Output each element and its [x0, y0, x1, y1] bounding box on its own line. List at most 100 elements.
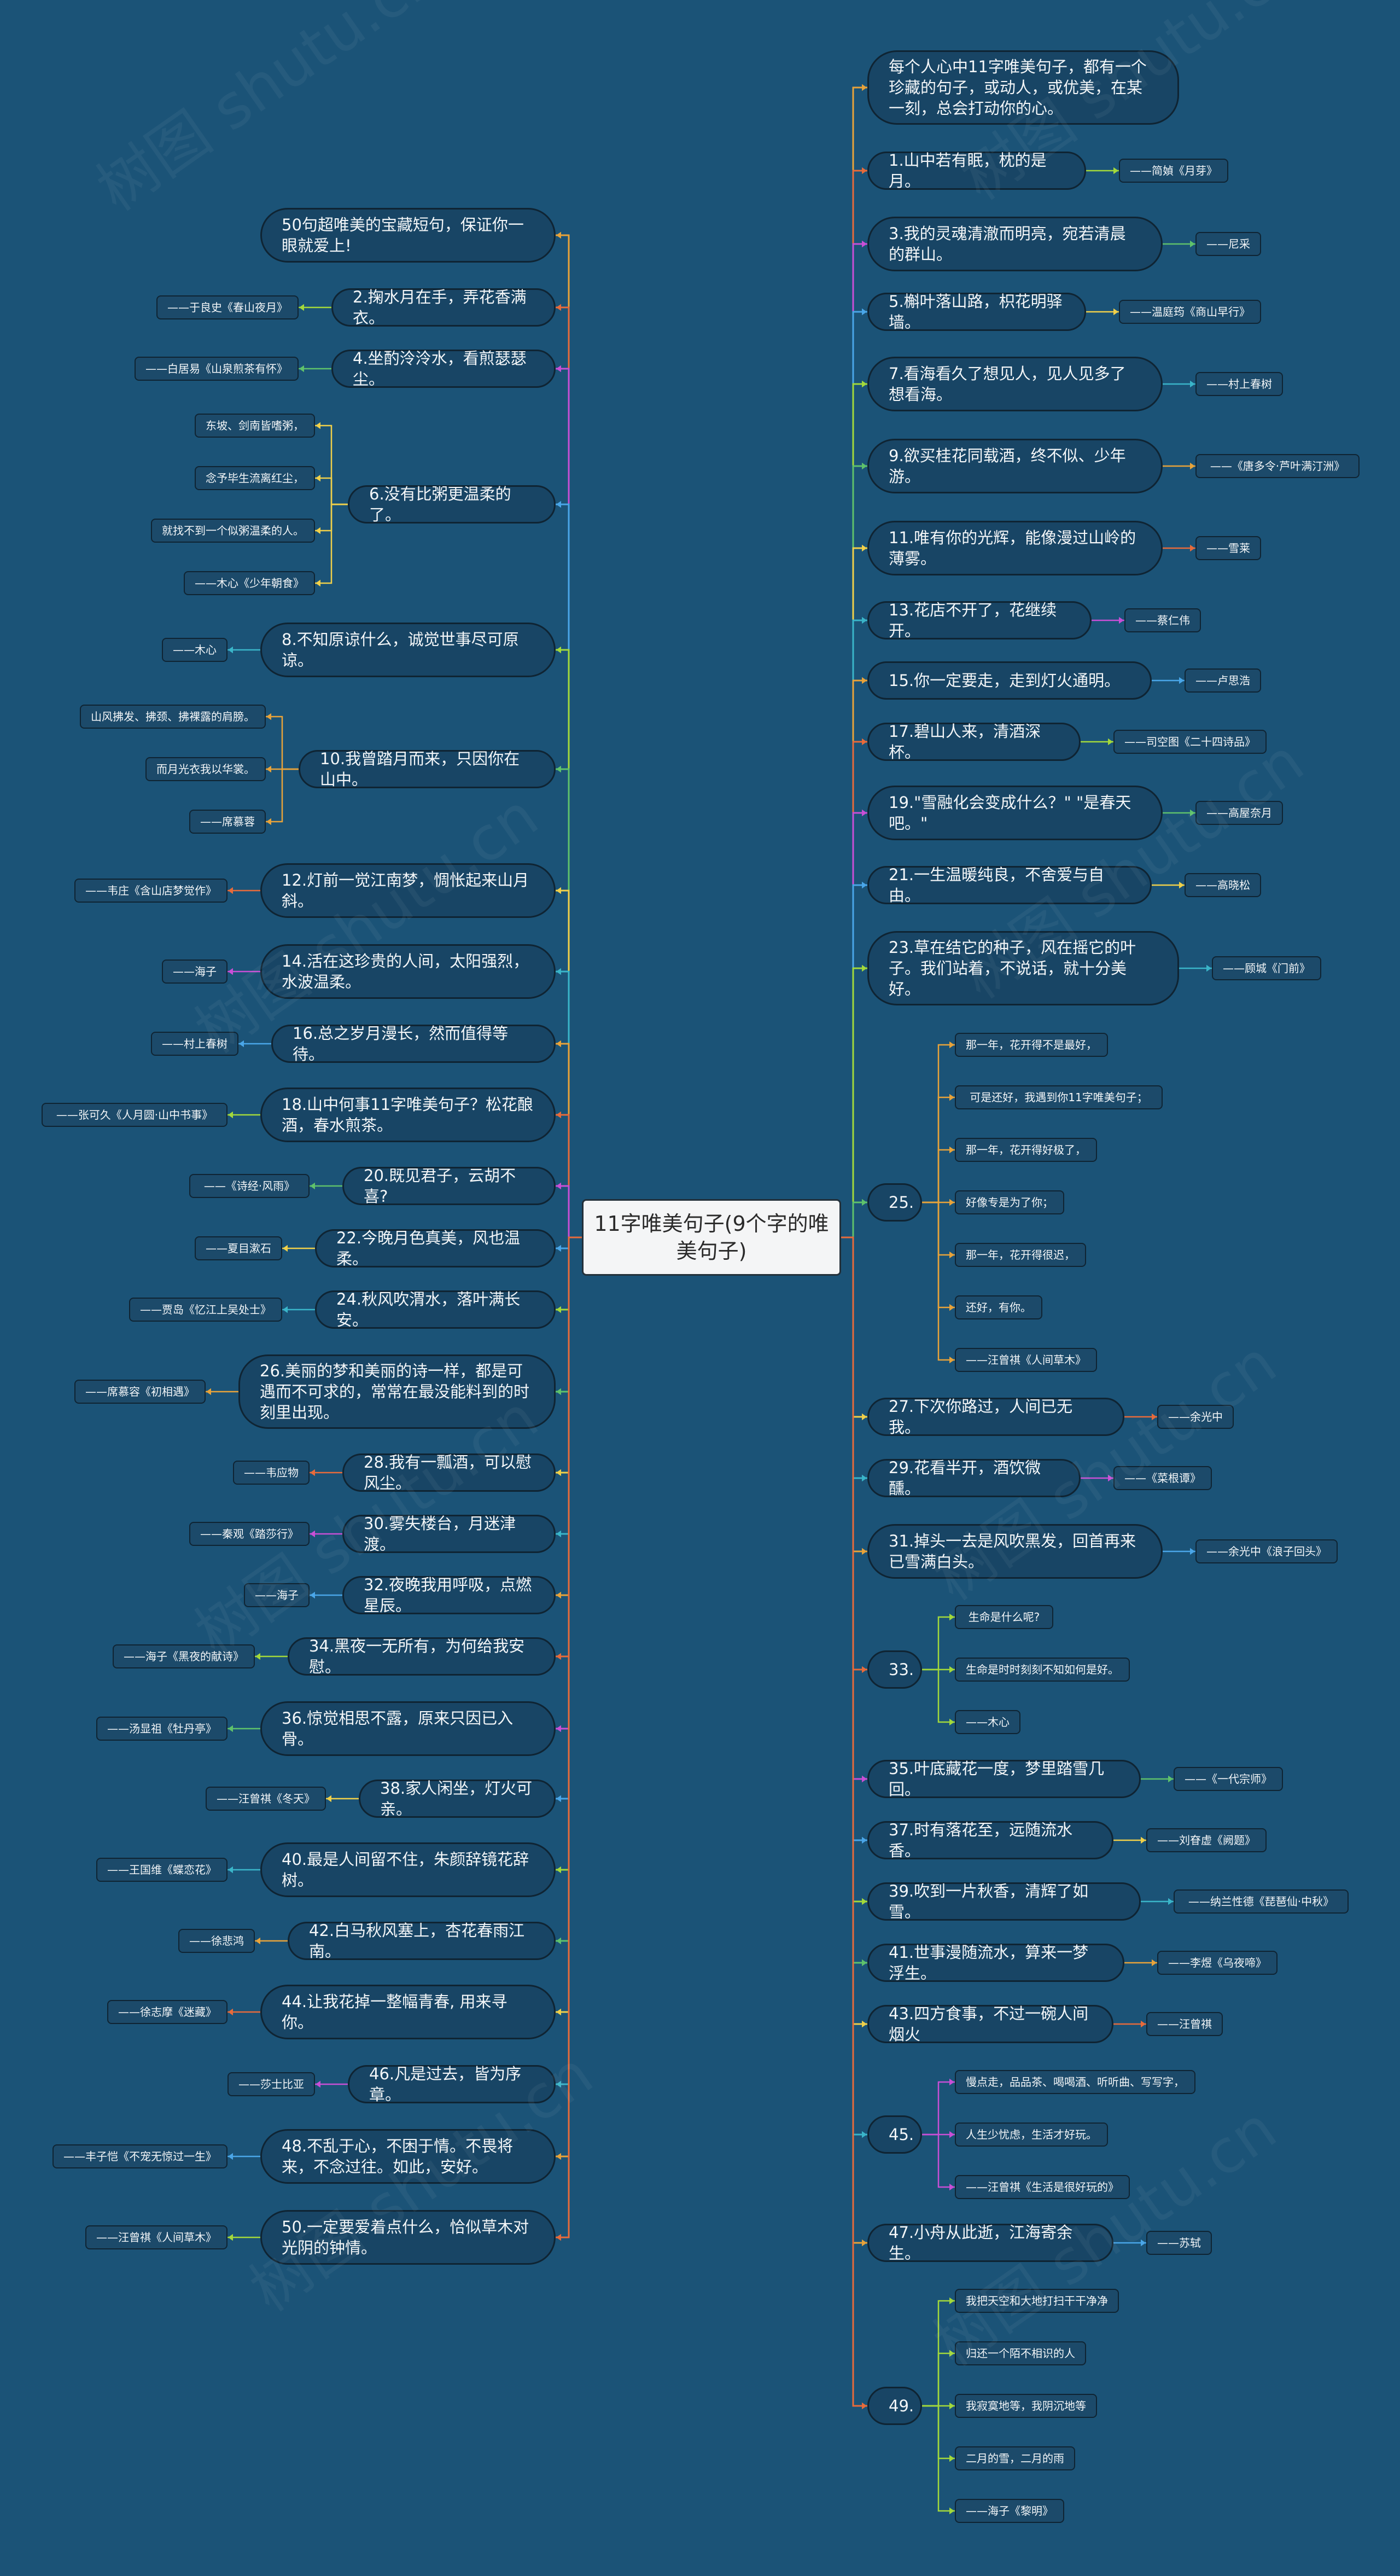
left-branch-6[interactable]: 10.我曾踏月而来，只因你在山中。	[299, 749, 556, 789]
right-note-14-4: 好像专是为了你；	[955, 1190, 1064, 1214]
left-branch-4[interactable]: 6.没有比粥更温柔的了。	[348, 485, 556, 524]
left-branch-18[interactable]: 34.黑夜一无所有，为何给我安慰。	[288, 1637, 556, 1676]
right-branch-25-text: 47.小舟从此逝，江海寄余生。	[889, 2223, 1073, 2263]
left-note-8-1: ——海子	[162, 960, 228, 984]
left-branch-21-text: 40.最是人间留不住，朱颜辞镜花辞树。	[282, 1850, 529, 1889]
right-branch-24[interactable]: 45.	[867, 2115, 922, 2154]
left-note-5-1: ——木心	[162, 638, 228, 662]
right-branch-15[interactable]: 27.下次你路过，人间已无我。	[867, 1397, 1124, 1437]
left-note-10-1: ——张可久《人月圆·山中书事》	[42, 1103, 228, 1127]
right-note-26-4-text: 二月的雪，二月的雨	[966, 2452, 1064, 2465]
right-branch-6-text: 9.欲买桂花同载酒，终不似、少年游。	[889, 446, 1126, 486]
left-branch-17[interactable]: 32.夜晚我用呼吸，点燃星辰。	[342, 1575, 556, 1615]
right-branch-17[interactable]: 31.掉头一去是风吹黑发，回首再来已雪满白头。	[867, 1524, 1163, 1579]
root-node[interactable]: 11字唯美句子(9个字的唯美句子)	[582, 1199, 841, 1276]
right-branch-2[interactable]: 1.山中若有眠，枕的是月。	[867, 151, 1086, 190]
left-branch-25[interactable]: 48.不乱于心，不困于情。不畏将来，不念过往。如此，安好。	[260, 2129, 556, 2184]
right-note-14-5: 那一年，花开得很迟，	[955, 1243, 1086, 1267]
right-branch-16[interactable]: 29.花看半开，酒饮微醺。	[867, 1458, 1081, 1498]
right-note-14-1-text: 那一年，花开得不是最好，	[966, 1038, 1097, 1051]
right-branch-12[interactable]: 21.一生温暖纯良，不舍爱与自由。	[867, 865, 1152, 905]
right-note-26-2: 归还一个陌不相识的人	[955, 2341, 1086, 2365]
right-branch-10[interactable]: 17.碧山人来，清酒深杯。	[867, 722, 1081, 761]
right-branch-14[interactable]: 25.	[867, 1183, 922, 1222]
left-branch-23[interactable]: 44.让我花掉一整幅青春, 用来寻你。	[260, 1985, 556, 2039]
right-branch-26[interactable]: 49.	[867, 2387, 922, 2425]
left-note-21-1-text: ——王国维《蝶恋花》	[107, 1863, 217, 1876]
left-branch-10[interactable]: 18.山中何事11字唯美句子？松花酿酒，春水煎茶。	[260, 1088, 556, 1142]
right-branch-1[interactable]: 每个人心中11字唯美句子，都有一个珍藏的句子，或动人，或优美，在某一刻，总会打动…	[867, 50, 1179, 125]
right-branch-22[interactable]: 41.世事漫随流水，算来一梦浮生。	[867, 1943, 1124, 1982]
right-note-18-3: ——木心	[955, 1710, 1020, 1734]
right-note-3-1-text: ——尼采	[1206, 237, 1250, 251]
right-branch-7[interactable]: 11.唯有你的光辉，能像漫过山岭的薄雾。	[867, 521, 1163, 575]
right-note-18-3-text: ——木心	[966, 1716, 1010, 1729]
left-note-11-1-text: ——《诗经·风雨》	[203, 1179, 295, 1193]
right-branch-13[interactable]: 23.草在结它的种子，风在摇它的叶子。我们站着，不说话，就十分美好。	[867, 931, 1179, 1005]
left-note-23-1: ——徐志摩《迷藏》	[107, 2000, 228, 2024]
left-branch-8-text: 14.活在这珍贵的人间，太阳强烈，水波温柔。	[282, 952, 529, 991]
left-note-20-1-text: ——汪曾祺《冬天》	[217, 1792, 315, 1805]
right-branch-5[interactable]: 7.看海看久了想见人，见人见多了想看海。	[867, 357, 1163, 411]
left-branch-8[interactable]: 14.活在这珍贵的人间，太阳强烈，水波温柔。	[260, 944, 556, 999]
right-note-24-1-text: 慢点走，品品茶、喝喝酒、听听曲、写写字，	[966, 2075, 1185, 2089]
left-note-3-1: ——白居易《山泉煎茶有怀》	[135, 357, 299, 381]
right-note-12-1: ——高晓松	[1185, 873, 1261, 897]
left-note-6-3: ——席慕蓉	[189, 810, 266, 834]
right-branch-21[interactable]: 39.吹到一片秋香，清辉了如雪。	[867, 1882, 1141, 1921]
left-branch-16[interactable]: 30.雾失楼台，月迷津渡。	[342, 1514, 556, 1554]
left-branch-9[interactable]: 16.总之岁月漫长，然而值得等待。	[271, 1024, 556, 1063]
right-branch-7-text: 11.唯有你的光辉，能像漫过山岭的薄雾。	[889, 528, 1136, 568]
left-branch-20[interactable]: 38.家人闲坐，灯火可亲。	[359, 1779, 556, 1818]
left-note-25-1: ——丰子恺《不宠无惊过一生》	[52, 2144, 228, 2168]
left-branch-7[interactable]: 12.灯前一觉江南梦，惆怅起来山月斜。	[260, 863, 556, 918]
left-branch-21[interactable]: 40.最是人间留不住，朱颜辞镜花辞树。	[260, 1842, 556, 1897]
right-branch-6[interactable]: 9.欲买桂花同载酒，终不似、少年游。	[867, 439, 1163, 493]
left-note-26-1-text: ——汪曾祺《人间草木》	[96, 2231, 217, 2244]
left-branch-2[interactable]: 2.掬水月在手，弄花香满衣。	[331, 288, 556, 327]
right-note-11-1-text: ——高屋奈月	[1206, 806, 1272, 819]
left-branch-14[interactable]: 26.美丽的梦和美丽的诗一样，都是可遇而不可求的，常常在最没能料到的时刻里出现。	[238, 1354, 556, 1429]
right-branch-14-text: 25.	[889, 1193, 914, 1212]
left-note-17-1: ——海子	[244, 1583, 310, 1607]
left-branch-22[interactable]: 42.白马秋风塞上，杏花春雨江南。	[288, 1921, 556, 1961]
right-branch-4[interactable]: 5.槲叶落山路，枳花明驿墙。	[867, 292, 1086, 332]
right-note-8-1-text: ——蔡仁伟	[1135, 614, 1190, 627]
left-note-2-1-text: ——于良史《春山夜月》	[167, 301, 288, 314]
right-branch-19[interactable]: 35.叶底藏花一度，梦里踏雪几回。	[867, 1759, 1141, 1799]
left-note-22-1-text: ——徐悲鸿	[189, 1934, 244, 1947]
right-note-9-1: ——卢思浩	[1185, 668, 1261, 693]
right-branch-25[interactable]: 47.小舟从此逝，江海寄余生。	[867, 2223, 1113, 2263]
right-note-20-1: ——刘眘虚《阙题》	[1146, 1828, 1267, 1852]
right-branch-8[interactable]: 13.花店不开了，花继续开。	[867, 601, 1092, 640]
left-branch-15[interactable]: 28.我有一瓢酒，可以慰风尘。	[342, 1453, 556, 1492]
left-branch-1[interactable]: 50句超唯美的宝藏短句，保证你一眼就爱上!	[260, 208, 556, 263]
left-branch-24[interactable]: 46.凡是过去，皆为序章。	[348, 2065, 556, 2104]
left-branch-12-text: 22.今晚月色真美，风也温柔。	[336, 1229, 521, 1268]
right-branch-3[interactable]: 3.我的灵魂清澈而明亮，宛若清晨的群山。	[867, 217, 1163, 271]
left-note-23-1-text: ——徐志摩《迷藏》	[118, 2005, 217, 2019]
right-note-15-1: ——余光中	[1157, 1405, 1234, 1429]
left-branch-24-text: 46.凡是过去，皆为序章。	[369, 2065, 522, 2104]
left-branch-13[interactable]: 24.秋风吹渭水，落叶满长安。	[315, 1290, 556, 1329]
right-branch-18[interactable]: 33.	[867, 1650, 922, 1689]
right-branch-11[interactable]: 19."雪融化会变成什么？" "是春天吧。"	[867, 786, 1163, 840]
left-note-7-1-text: ——韦庄《含山店梦觉作》	[85, 884, 217, 897]
left-branch-11[interactable]: 20.既见君子，云胡不喜?	[342, 1166, 556, 1206]
right-branch-9[interactable]: 15.你一定要走，走到灯火通明。	[867, 661, 1152, 700]
right-note-23-1: ——汪曾祺	[1146, 2012, 1223, 2036]
right-branch-9-text: 15.你一定要走，走到灯火通明。	[889, 671, 1121, 690]
left-branch-12[interactable]: 22.今晚月色真美，风也温柔。	[315, 1229, 556, 1268]
left-branch-19[interactable]: 36.惊觉相思不露，原来只因已入骨。	[260, 1701, 556, 1756]
left-branch-26[interactable]: 50.一定要爱着点什么，恰似草木对光阴的钟情。	[260, 2210, 556, 2265]
right-branch-23[interactable]: 43.四方食事，不过一碗人间烟火	[867, 2004, 1113, 2044]
right-note-26-4: 二月的雪，二月的雨	[955, 2446, 1075, 2470]
right-branch-12-text: 21.一生温暖纯良，不舍爱与自由。	[889, 865, 1105, 905]
right-branch-20[interactable]: 37.时有落花至，远随流水香。	[867, 1821, 1113, 1860]
right-note-14-1: 那一年，花开得不是最好，	[955, 1033, 1108, 1057]
right-note-2-1: ——简媜《月芽》	[1119, 159, 1228, 183]
left-branch-3[interactable]: 4.坐酌泠泠水，看煎瑟瑟尘。	[331, 349, 556, 388]
left-branch-5[interactable]: 8.不知原谅什么，诚觉世事尽可原谅。	[260, 623, 556, 677]
left-note-20-1: ——汪曾祺《冬天》	[206, 1787, 326, 1811]
